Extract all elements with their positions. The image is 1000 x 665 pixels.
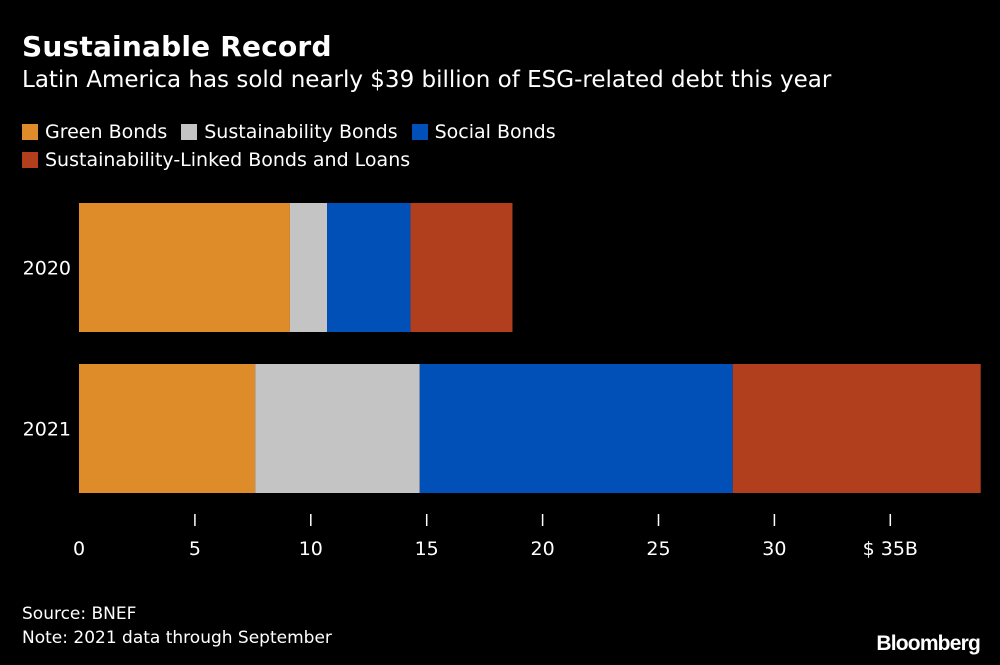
bloomberg-logo: Bloomberg [876, 632, 980, 655]
legend: Green Bonds Sustainability Bonds Social … [22, 118, 982, 174]
x-tick-label-10: 10 [299, 538, 323, 560]
legend-row-2: Sustainability-Linked Bonds and Loans [22, 146, 982, 174]
legend-row-1: Green Bonds Sustainability Bonds Social … [22, 118, 982, 146]
x-tick-label-0: 0 [73, 538, 85, 560]
legend-swatch-sustainability-bonds [181, 124, 198, 140]
legend-swatch-social-bonds [411, 124, 428, 140]
x-tick-label-30: 30 [762, 538, 786, 560]
y-tick-label-2020: 2020 [23, 258, 71, 280]
x-tick-label-25: 25 [646, 538, 670, 560]
legend-label-sustainability-bonds: Sustainability Bonds [204, 121, 398, 143]
chart-title: Sustainable Record [22, 30, 332, 63]
bar-2021-sustainability-bonds [255, 364, 420, 493]
legend-label-green-bonds: Green Bonds [45, 121, 168, 143]
bar-2020-social-bonds [327, 203, 411, 332]
y-tick-label-2021: 2021 [23, 419, 71, 441]
source-note: Source: BNEF [22, 604, 137, 624]
legend-label-social-bonds: Social Bonds [434, 121, 556, 143]
legend-item-sustainability-linked: Sustainability-Linked Bonds and Loans [22, 149, 410, 171]
legend-item-sustainability-bonds: Sustainability Bonds [181, 121, 398, 143]
x-tick-label-20: 20 [531, 538, 555, 560]
legend-swatch-sustainability-linked [22, 152, 38, 168]
bar-2021-green-bonds [79, 364, 256, 493]
legend-swatch-green-bonds [22, 124, 38, 140]
legend-item-green-bonds: Green Bonds [22, 121, 167, 143]
legend-item-social-bonds: Social Bonds [411, 121, 556, 143]
bar-2020-sustainability-bonds [289, 203, 328, 332]
chart-subtitle: Latin America has sold nearly $39 billio… [22, 67, 832, 93]
bar-chart: 2020 2021 0 5 10 15 20 25 30 $ 35B [23, 203, 981, 560]
legend-label-sustainability-linked: Sustainability-Linked Bonds and Loans [45, 149, 411, 171]
bar-2021-social-bonds [419, 364, 733, 493]
x-tick-label-5: 5 [189, 538, 201, 560]
footnote: Note: 2021 data through September [22, 628, 332, 648]
x-tick-label-35: $ 35B [863, 538, 918, 560]
bar-2020-green-bonds [79, 203, 290, 332]
bar-2021-sustainability-linked-bonds-and-loans [732, 364, 981, 493]
bar-2020-sustainability-linked-bonds-and-loans [410, 203, 513, 332]
x-tick-label-15: 15 [415, 538, 439, 560]
